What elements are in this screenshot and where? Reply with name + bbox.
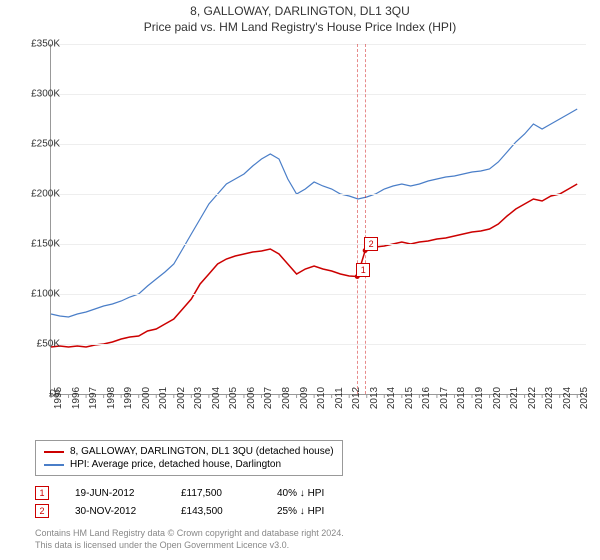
x-axis-label: 2010 xyxy=(316,387,327,409)
x-axis-label: 2017 xyxy=(439,387,450,409)
x-axis-label: 2021 xyxy=(509,387,520,409)
x-axis-label: 2004 xyxy=(211,387,222,409)
x-axis-label: 2013 xyxy=(369,387,380,409)
legend-swatch xyxy=(44,464,64,466)
x-axis-label: 1997 xyxy=(88,387,99,409)
x-axis-label: 2014 xyxy=(386,387,397,409)
x-axis-label: 2007 xyxy=(263,387,274,409)
y-axis-label: £50K xyxy=(37,339,60,350)
legend-swatch xyxy=(44,451,64,453)
x-axis-label: 2018 xyxy=(456,387,467,409)
series-line-hpi xyxy=(51,109,577,317)
chart-container: 8, GALLOWAY, DARLINGTON, DL1 3QU Price p… xyxy=(0,0,600,560)
x-axis-label: 2006 xyxy=(246,387,257,409)
transaction-vline xyxy=(365,44,366,394)
gridline xyxy=(51,294,586,295)
y-axis-label: £350K xyxy=(31,39,60,50)
x-axis-label: 2020 xyxy=(492,387,503,409)
x-axis-label: 2025 xyxy=(579,387,590,409)
transaction-row: 1 19-JUN-2012 £117,500 40% ↓ HPI xyxy=(35,484,324,502)
x-axis-label: 1999 xyxy=(123,387,134,409)
x-axis-label: 2002 xyxy=(176,387,187,409)
x-axis-label: 1995 xyxy=(53,387,64,409)
x-axis-label: 2003 xyxy=(193,387,204,409)
transaction-vline xyxy=(357,44,358,394)
transaction-delta: 25% ↓ HPI xyxy=(277,506,324,517)
transaction-marker: 1 xyxy=(356,263,370,277)
transaction-date: 30-NOV-2012 xyxy=(75,506,155,517)
x-axis-label: 2000 xyxy=(141,387,152,409)
footer-line2: This data is licensed under the Open Gov… xyxy=(35,540,344,552)
footer-line1: Contains HM Land Registry data © Crown c… xyxy=(35,528,344,540)
legend-label: HPI: Average price, detached house, Darl… xyxy=(70,459,281,470)
x-axis-label: 2019 xyxy=(474,387,485,409)
x-axis-label: 2015 xyxy=(404,387,415,409)
x-axis-label: 2022 xyxy=(527,387,538,409)
y-axis-label: £200K xyxy=(31,189,60,200)
footer-attribution: Contains HM Land Registry data © Crown c… xyxy=(35,528,344,551)
gridline xyxy=(51,44,586,45)
x-axis-label: 2012 xyxy=(351,387,362,409)
plot-area: 12 xyxy=(50,44,586,395)
gridline xyxy=(51,244,586,245)
transaction-date: 19-JUN-2012 xyxy=(75,488,155,499)
transaction-price: £143,500 xyxy=(181,506,251,517)
title-block: 8, GALLOWAY, DARLINGTON, DL1 3QU Price p… xyxy=(0,0,600,34)
y-axis-label: £300K xyxy=(31,89,60,100)
gridline xyxy=(51,344,586,345)
title-address: 8, GALLOWAY, DARLINGTON, DL1 3QU xyxy=(0,4,600,18)
legend-item: 8, GALLOWAY, DARLINGTON, DL1 3QU (detach… xyxy=(44,445,334,458)
chart-svg xyxy=(51,44,586,394)
x-axis-label: 1998 xyxy=(106,387,117,409)
x-axis-label: 2001 xyxy=(158,387,169,409)
transaction-delta: 40% ↓ HPI xyxy=(277,488,324,499)
title-subtitle: Price paid vs. HM Land Registry's House … xyxy=(0,20,600,34)
x-axis-label: 2008 xyxy=(281,387,292,409)
gridline xyxy=(51,194,586,195)
x-axis-label: 1996 xyxy=(71,387,82,409)
transaction-marker: 2 xyxy=(364,237,378,251)
y-axis-label: £250K xyxy=(31,139,60,150)
transaction-row-marker: 2 xyxy=(35,504,49,518)
x-axis-label: 2009 xyxy=(299,387,310,409)
x-axis-label: 2016 xyxy=(421,387,432,409)
gridline xyxy=(51,144,586,145)
x-axis-label: 2005 xyxy=(228,387,239,409)
transaction-price: £117,500 xyxy=(181,488,251,499)
x-axis-label: 2023 xyxy=(544,387,555,409)
gridline xyxy=(51,94,586,95)
transaction-row-marker: 1 xyxy=(35,486,49,500)
transaction-row: 2 30-NOV-2012 £143,500 25% ↓ HPI xyxy=(35,502,324,520)
y-axis-label: £150K xyxy=(31,239,60,250)
series-line-property xyxy=(51,184,577,347)
x-axis-label: 2011 xyxy=(334,387,345,409)
legend-item: HPI: Average price, detached house, Darl… xyxy=(44,458,334,471)
x-axis-label: 2024 xyxy=(562,387,573,409)
transaction-table: 1 19-JUN-2012 £117,500 40% ↓ HPI 2 30-NOV-201… xyxy=(35,484,324,520)
legend-label: 8, GALLOWAY, DARLINGTON, DL1 3QU (detach… xyxy=(70,446,334,457)
y-axis-label: £100K xyxy=(31,289,60,300)
legend: 8, GALLOWAY, DARLINGTON, DL1 3QU (detach… xyxy=(35,440,343,476)
